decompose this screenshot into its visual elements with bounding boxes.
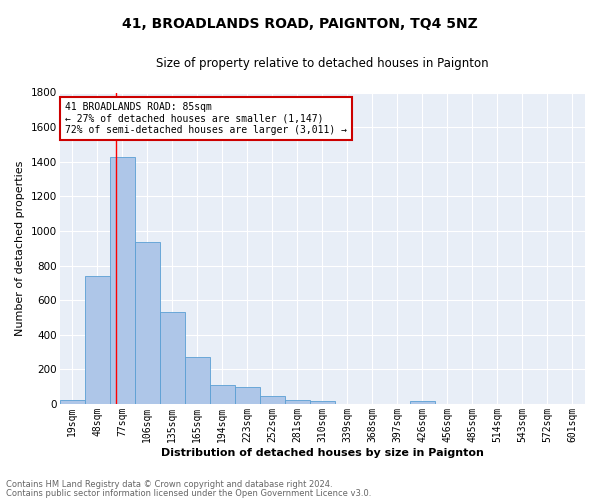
Bar xyxy=(310,402,335,404)
Text: Contains public sector information licensed under the Open Government Licence v3: Contains public sector information licen… xyxy=(6,489,371,498)
Bar xyxy=(160,312,185,404)
Bar xyxy=(210,385,235,404)
Y-axis label: Number of detached properties: Number of detached properties xyxy=(15,160,25,336)
Title: Size of property relative to detached houses in Paignton: Size of property relative to detached ho… xyxy=(156,58,488,70)
Bar xyxy=(134,242,160,404)
Bar xyxy=(185,357,210,404)
Bar xyxy=(260,396,285,404)
Bar xyxy=(110,156,134,404)
Bar xyxy=(85,276,110,404)
Text: Contains HM Land Registry data © Crown copyright and database right 2024.: Contains HM Land Registry data © Crown c… xyxy=(6,480,332,489)
Text: 41 BROADLANDS ROAD: 85sqm
← 27% of detached houses are smaller (1,147)
72% of se: 41 BROADLANDS ROAD: 85sqm ← 27% of detac… xyxy=(65,102,347,135)
Bar xyxy=(235,386,260,404)
Text: 41, BROADLANDS ROAD, PAIGNTON, TQ4 5NZ: 41, BROADLANDS ROAD, PAIGNTON, TQ4 5NZ xyxy=(122,18,478,32)
Bar xyxy=(285,400,310,404)
X-axis label: Distribution of detached houses by size in Paignton: Distribution of detached houses by size … xyxy=(161,448,484,458)
Bar xyxy=(410,401,435,404)
Bar xyxy=(59,400,85,404)
